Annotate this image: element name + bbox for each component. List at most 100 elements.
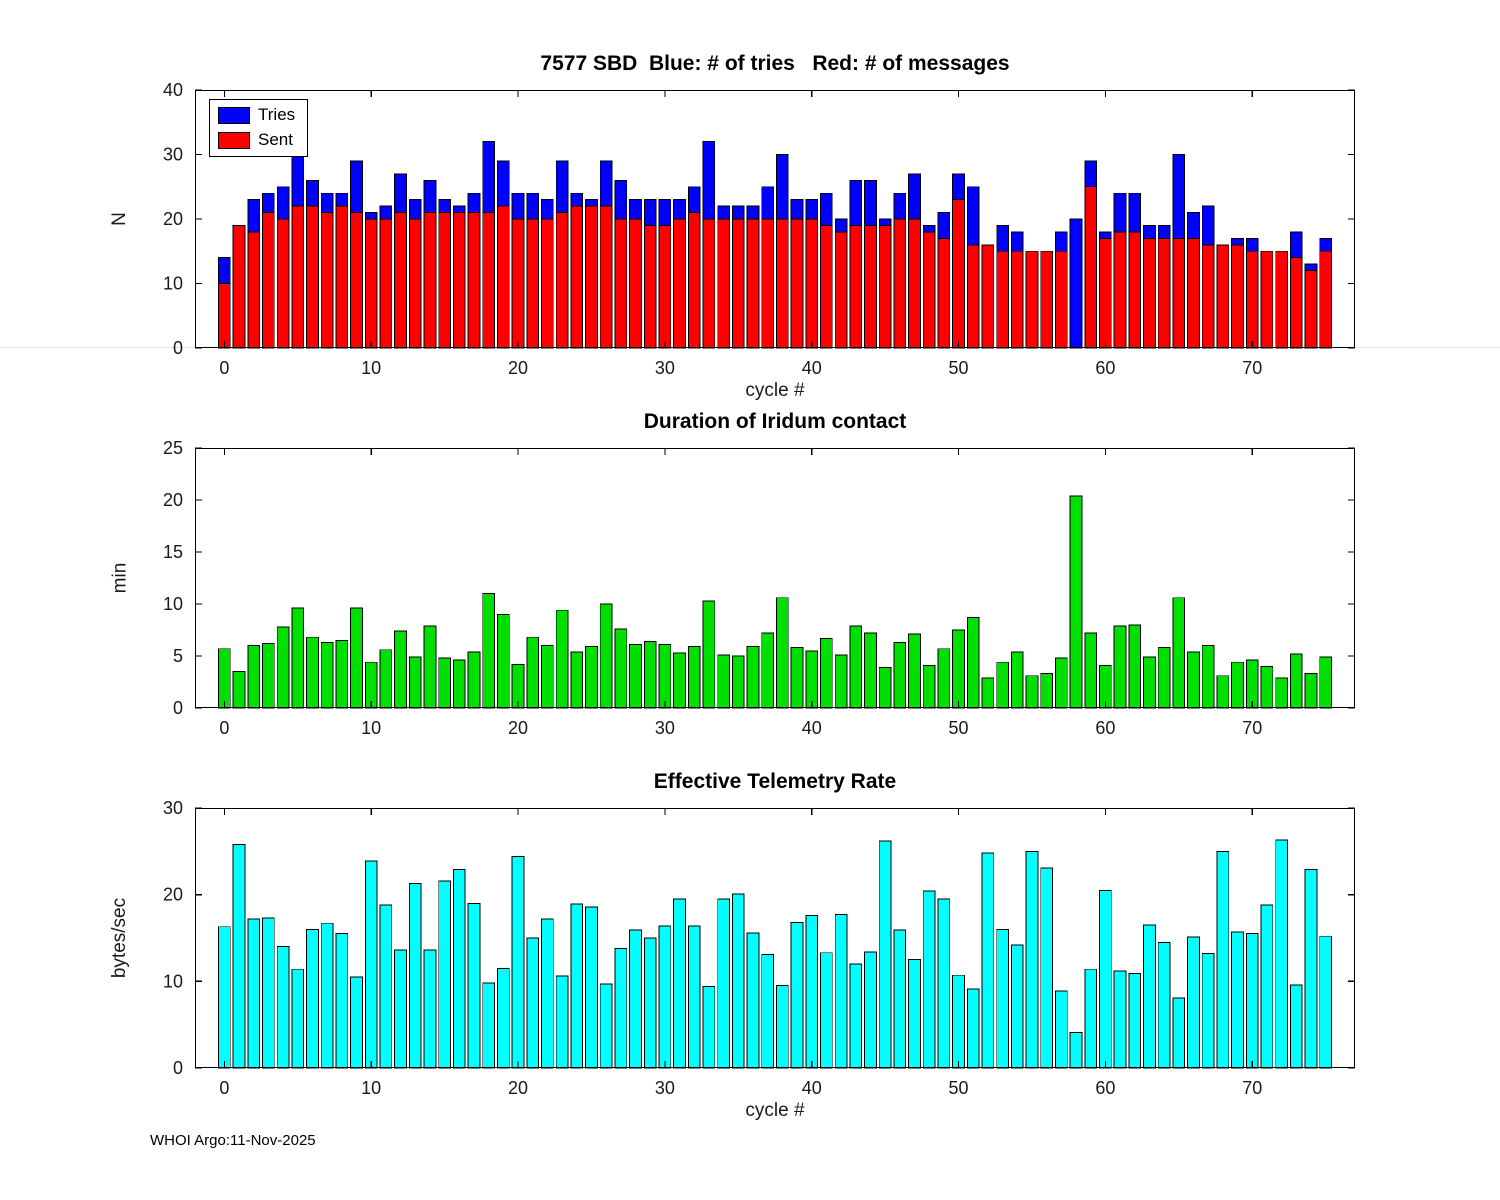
bar-duration	[893, 642, 907, 709]
bar-sent	[423, 212, 437, 349]
bar-sent	[702, 218, 716, 349]
bar-sent	[364, 218, 378, 349]
bar-rate	[1187, 936, 1200, 1069]
bar-sent	[1025, 250, 1039, 349]
bar-duration	[1143, 656, 1156, 709]
bar-rate	[922, 890, 936, 1069]
x-tick-label: 10	[361, 718, 381, 738]
y-axis-label: min	[103, 448, 137, 708]
bar-sent	[247, 231, 261, 349]
bar-rate	[966, 988, 980, 1069]
bar-duration	[717, 654, 730, 709]
bar-sent	[878, 224, 892, 349]
bar-duration	[1084, 632, 1098, 709]
bar-sent	[673, 218, 686, 349]
bar-sent	[658, 224, 672, 349]
bar-sent	[937, 237, 951, 349]
bar-duration	[335, 639, 349, 709]
bar-duration	[497, 613, 510, 709]
bar-rate	[350, 976, 363, 1069]
bar-sent	[335, 205, 349, 349]
bar-rate	[247, 918, 261, 1069]
x-tick-label: 70	[1242, 1078, 1262, 1098]
bar-sent	[555, 212, 569, 349]
bar-duration	[1289, 653, 1303, 709]
y-tick-label: 30	[163, 145, 183, 165]
y-axis-label: bytes/sec	[103, 808, 137, 1068]
x-tick-label: 70	[1242, 718, 1262, 738]
bar-sent	[1172, 237, 1186, 349]
bar-rate	[306, 928, 319, 1069]
bar-sent	[893, 218, 907, 349]
bar-rate	[497, 967, 510, 1069]
bar-rate	[1216, 850, 1230, 1069]
bar-sent	[350, 212, 363, 349]
bar-duration	[350, 607, 363, 709]
bar-duration	[1025, 675, 1039, 709]
x-tick-label: 60	[1095, 718, 1115, 738]
y-tick-label: 0	[173, 1058, 183, 1078]
chart-tries-messages: 7577 SBD Blue: # of tries Red: # of mess…	[109, 52, 1356, 401]
bar-rate	[864, 951, 877, 1069]
bar-duration	[805, 650, 819, 709]
bar-duration	[438, 657, 451, 709]
bar-rate	[379, 904, 393, 1069]
bar-rate	[658, 925, 672, 1069]
bar-sent	[996, 250, 1009, 349]
chart-title: Duration of Iridum contact	[643, 410, 907, 433]
bar-tries	[1069, 218, 1083, 349]
bar-rate	[408, 882, 422, 1069]
footer-text: WHOI Argo:11-Nov-2025	[150, 1132, 316, 1149]
bar-duration	[262, 643, 275, 709]
bar-duration	[820, 637, 833, 709]
bar-duration	[467, 651, 481, 709]
bar-sent	[629, 218, 642, 349]
bar-duration	[687, 646, 701, 709]
x-tick-label: 60	[1095, 1078, 1115, 1098]
x-axis-label: cycle #	[745, 1100, 805, 1121]
bar-duration	[966, 617, 980, 709]
bar-sent	[790, 218, 804, 349]
bar-rate	[541, 918, 554, 1069]
bar-rate	[1025, 850, 1039, 1069]
x-tick-label: 0	[219, 1078, 229, 1098]
bar-rate	[687, 925, 701, 1069]
bar-sent	[467, 212, 481, 349]
bar-rate	[452, 869, 466, 1069]
bar-sent	[379, 218, 393, 349]
bar-duration	[673, 652, 686, 709]
bar-rate	[702, 986, 716, 1069]
bar-sent	[497, 205, 510, 349]
x-tick-label: 40	[802, 718, 822, 738]
bar-sent	[306, 205, 319, 349]
bar-duration	[790, 647, 804, 709]
bar-sent	[746, 218, 760, 349]
bar-rate	[218, 926, 231, 1069]
bar-rate	[1084, 968, 1098, 1069]
bar-duration	[379, 649, 393, 709]
bar-duration	[776, 597, 789, 709]
bar-rate	[291, 968, 305, 1069]
plot-area: 0 10 20 30 40 50 60 70 0 10 20 30 40	[163, 80, 1356, 378]
bar-rate	[643, 937, 657, 1069]
bar-rate	[790, 921, 804, 1069]
bar-duration	[1010, 651, 1024, 709]
y-tick-label: 25	[163, 438, 183, 458]
bar-sent	[482, 212, 495, 349]
bar-rate	[276, 946, 290, 1069]
bar-rate	[526, 937, 540, 1069]
bar-sent	[849, 224, 863, 349]
bar-duration	[247, 645, 261, 709]
x-tick-label: 60	[1095, 358, 1115, 378]
y-tick-label: 20	[163, 490, 183, 510]
bar-duration	[423, 625, 437, 709]
bar-duration	[922, 664, 936, 709]
bar-sent	[834, 231, 848, 349]
bar-sent	[776, 218, 789, 349]
plot-area: 0 10 20 30 40 50 60 70 0 5 10 15 20 25	[163, 438, 1356, 738]
bar-sent	[805, 218, 819, 349]
bar-sent	[1010, 250, 1024, 349]
bar-duration	[864, 632, 877, 709]
bar-duration	[1216, 675, 1230, 709]
bar-sent	[1304, 270, 1318, 349]
